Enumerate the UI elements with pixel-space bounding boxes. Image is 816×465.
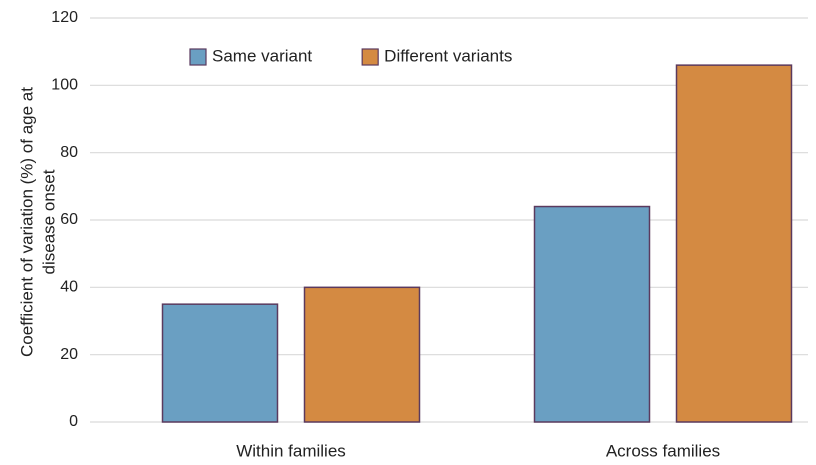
y-axis-label: Coefficient of variation (%) of age at	[17, 87, 36, 357]
bar	[303, 286, 421, 423]
y-tick-label: 0	[69, 413, 78, 430]
legend-swatch	[361, 48, 379, 66]
y-tick-label: 60	[60, 211, 78, 228]
legend-label: Same variant	[212, 46, 312, 65]
y-tick-label: 40	[60, 279, 78, 296]
bar	[675, 64, 793, 423]
legend-swatch	[189, 48, 207, 66]
y-tick-label: 80	[60, 144, 78, 161]
y-axis-label: disease onset	[39, 169, 58, 274]
bar	[533, 205, 651, 423]
y-tick-label: 120	[51, 9, 78, 26]
x-tick-label: Within families	[236, 441, 346, 460]
bar	[161, 303, 279, 423]
x-tick-label: Across families	[606, 441, 720, 460]
legend-label: Different variants	[384, 46, 512, 65]
y-tick-label: 100	[51, 77, 78, 94]
y-tick-label: 20	[60, 346, 78, 363]
